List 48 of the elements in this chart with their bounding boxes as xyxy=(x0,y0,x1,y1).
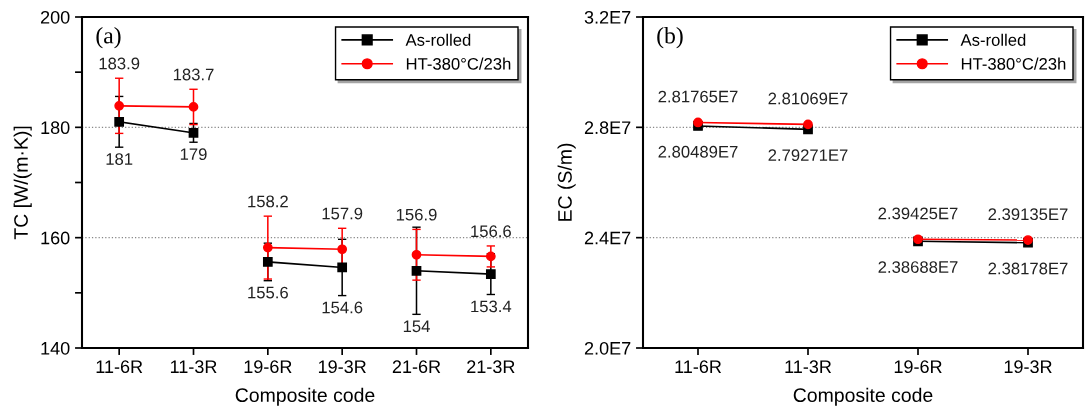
x-tick-label: 21-3R xyxy=(467,360,515,374)
y-tick-label: 2.0E7 xyxy=(584,341,631,355)
x-tick-label: 19-3R xyxy=(1004,360,1052,374)
data-label: 2.80489E7 xyxy=(658,145,738,158)
y-tick-label: 3.2E7 xyxy=(584,10,631,24)
y-tick-label: 200 xyxy=(40,10,70,24)
data-label: 154.6 xyxy=(322,301,363,314)
data-label: 2.81069E7 xyxy=(768,92,848,105)
data-label: 2.81765E7 xyxy=(658,90,738,103)
x-axis-title: Composite code xyxy=(793,387,933,406)
x-tick-label: 19-6R xyxy=(244,360,292,374)
x-tick-label: 11-6R xyxy=(96,360,143,374)
data-label: 179 xyxy=(180,148,207,161)
data-label: 2.39135E7 xyxy=(988,208,1068,221)
data-label: 156.6 xyxy=(471,225,511,238)
y-axis-title: EC (S/m) xyxy=(557,143,576,221)
data-label: 156.9 xyxy=(396,208,437,221)
x-tick-label: 19-6R xyxy=(894,360,942,374)
x-tick-label: 11-3R xyxy=(170,360,217,374)
legend-label: HT-380°C/23h xyxy=(406,57,511,70)
legend-label: As-rolled xyxy=(405,33,471,46)
data-label: 158.2 xyxy=(248,195,288,208)
data-label: 2.79271E7 xyxy=(768,149,848,162)
y-axis-title: TC [W/(m·K)] xyxy=(13,126,32,240)
y-tick-label: 140 xyxy=(41,341,70,355)
x-tick-label: 19-3R xyxy=(318,360,366,374)
x-tick-label: 11-3R xyxy=(785,360,832,374)
data-label: 2.38178E7 xyxy=(988,262,1068,275)
y-tick-label: 160 xyxy=(41,231,70,245)
y-tick-label: 180 xyxy=(41,121,70,135)
x-axis-title: Composite code xyxy=(235,387,375,406)
annotation: (a) xyxy=(96,26,121,49)
data-label: 2.39425E7 xyxy=(878,207,958,220)
data-label: 157.9 xyxy=(322,207,363,220)
y-tick-label: 2.4E7 xyxy=(584,231,631,245)
data-label: 153.4 xyxy=(471,300,512,313)
y-tick-label: 2.8E7 xyxy=(584,121,631,135)
annotation: (b) xyxy=(657,26,683,49)
legend-label: As-rolled xyxy=(960,33,1026,46)
legend-label: HT-380°C/23h xyxy=(961,57,1066,70)
x-tick-label: 21-6R xyxy=(392,360,441,374)
data-label: 2.38688E7 xyxy=(878,261,958,273)
data-label: 183.9 xyxy=(99,57,140,70)
data-label: 155.6 xyxy=(248,286,288,299)
data-label: 154 xyxy=(403,320,430,333)
data-label: 183.7 xyxy=(173,68,214,81)
data-label: 181 xyxy=(106,153,133,165)
x-tick-label: 11-6R xyxy=(675,360,722,374)
